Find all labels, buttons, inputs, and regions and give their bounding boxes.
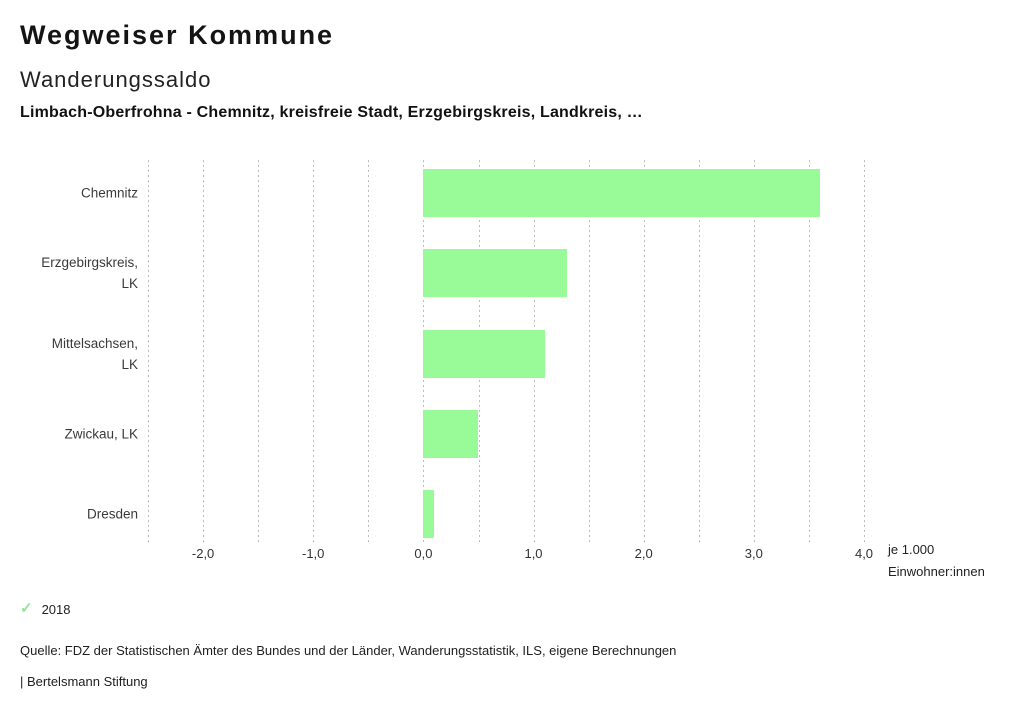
x-tick-label: 0,0: [414, 546, 433, 561]
category-label: Chemnitz: [80, 185, 138, 201]
gridline: [808, 160, 810, 542]
chart-bar[interactable]: [423, 169, 820, 217]
x-tick-label: -1,0: [301, 546, 325, 561]
chart-bar[interactable]: [423, 249, 567, 298]
chart-bar[interactable]: [423, 329, 545, 378]
check-icon: ✓: [20, 600, 33, 617]
chart-title: Wanderungssaldo: [20, 67, 212, 92]
legend-year-label: 2018: [41, 601, 71, 617]
category-label: Zwickau, LK: [64, 426, 138, 442]
bar-chart-plot-area: [148, 160, 865, 542]
branding-line: | Bertelsmann Stiftung: [20, 674, 148, 689]
gridline: [698, 160, 700, 542]
gridline: [588, 160, 590, 542]
gridline: [258, 160, 260, 542]
x-axis-unit-label: je 1.000 Einwohner:innen: [888, 542, 985, 579]
gridline: [753, 160, 755, 542]
x-tick-label: 2,0: [634, 546, 653, 561]
x-tick-label: 1,0: [524, 546, 543, 561]
chart-bar[interactable]: [423, 490, 435, 538]
gridline: [148, 160, 149, 542]
x-tick-label: 4,0: [854, 546, 874, 561]
x-tick-label: -2,0: [191, 546, 215, 561]
gridline: [643, 160, 645, 542]
category-label: Dresden: [86, 506, 138, 522]
x-tick-label: 3,0: [744, 546, 763, 561]
chart-comparison-subtitle: Limbach-Oberfrohna - Chemnitz, kreisfrei…: [20, 104, 643, 121]
gridline: [368, 160, 370, 542]
category-label: Mittelsachsen, LK: [51, 335, 138, 372]
gridline: [864, 160, 865, 542]
gridline: [203, 160, 205, 542]
source-line: Quelle: FDZ der Statistischen Ämter des …: [20, 643, 677, 658]
page-title: Wegweiser Kommune: [20, 20, 335, 50]
chart-bar[interactable]: [423, 409, 479, 458]
legend-item-2018[interactable]: ✓ 2018: [20, 601, 71, 617]
category-label: Erzgebirgskreis, LK: [41, 255, 138, 292]
gridline: [313, 160, 315, 542]
